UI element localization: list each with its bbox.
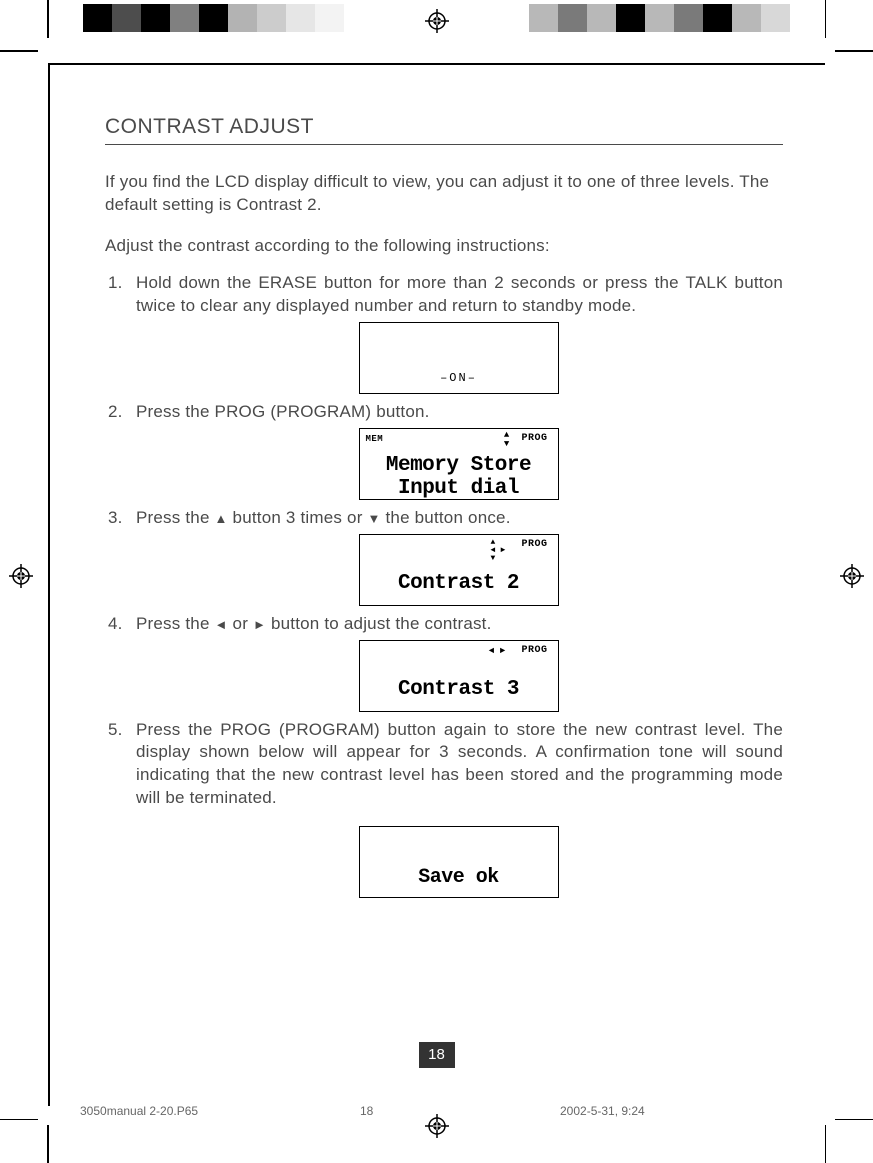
- lcd-on-label: –ON–: [360, 370, 558, 386]
- nav-diamond-icon: ▲◄ ►▼: [490, 539, 505, 563]
- page-content: CONTRAST ADJUST If you find the LCD disp…: [105, 115, 783, 905]
- down-arrow-icon: ▼: [368, 511, 381, 526]
- lcd-screen-save-ok: Save ok: [359, 826, 559, 898]
- footer-metadata: 3050manual 2-20.P65 18 2002-5-31, 9:24: [80, 1104, 793, 1118]
- lcd-line2: Input dial: [360, 475, 558, 503]
- step-number: 4.: [108, 613, 123, 636]
- lcd-contrast-text: Contrast 3: [360, 676, 558, 704]
- calibration-colorbar-right: [500, 4, 790, 32]
- step-text: Press the ▲ button 3 times or ▼ the butt…: [134, 507, 783, 530]
- nav-diamond-icon: ▲▼: [504, 431, 510, 449]
- lcd-mem-indicator: MEM: [366, 433, 384, 445]
- step-4: 4. Press the ◄ or ► button to adjust the…: [134, 613, 783, 712]
- step-text: Press the ◄ or ► button to adjust the co…: [134, 613, 783, 636]
- footer-page: 18: [360, 1104, 560, 1118]
- step-number: 1.: [108, 272, 123, 295]
- step-text: Press the PROG (PROGRAM) button again to…: [134, 719, 783, 811]
- footer-timestamp: 2002-5-31, 9:24: [560, 1104, 645, 1118]
- calibration-colorbar-left: [83, 4, 373, 32]
- sub-intro-paragraph: Adjust the contrast according to the fol…: [105, 235, 783, 258]
- lcd-prog-indicator: PROG: [521, 538, 547, 552]
- lcd-screen-contrast3: ◄ ► PROG Contrast 3: [359, 640, 559, 712]
- step-text: Press the PROG (PROGRAM) button.: [134, 401, 783, 424]
- page-number: 18: [419, 1042, 455, 1068]
- lcd-prog-indicator: PROG: [521, 432, 547, 446]
- registration-mark-icon: [840, 564, 864, 588]
- step-number: 2.: [108, 401, 123, 424]
- lcd-screen-contrast2: ▲◄ ►▼ PROG Contrast 2: [359, 534, 559, 606]
- step-1: 1. Hold down the ERASE button for more t…: [134, 272, 783, 394]
- registration-mark-icon: [9, 564, 33, 588]
- section-title: CONTRAST ADJUST: [105, 115, 783, 145]
- step-number: 3.: [108, 507, 123, 530]
- lcd-screen-memory-store: MEM ▲▼ PROG Memory Store Input dial: [359, 428, 559, 500]
- lcd-screen-standby: –ON–: [359, 322, 559, 394]
- step-text: Hold down the ERASE button for more than…: [134, 272, 783, 318]
- intro-paragraph: If you find the LCD display difficult to…: [105, 171, 783, 217]
- step-2: 2. Press the PROG (PROGRAM) button. MEM …: [134, 401, 783, 500]
- registration-mark-icon: [425, 9, 449, 33]
- footer-filename: 3050manual 2-20.P65: [80, 1104, 360, 1118]
- lcd-save-text: Save ok: [360, 864, 558, 891]
- right-arrow-icon: ►: [253, 617, 266, 632]
- up-arrow-icon: ▲: [215, 511, 228, 526]
- step-5: 5. Press the PROG (PROGRAM) button again…: [134, 719, 783, 899]
- step-3: 3. Press the ▲ button 3 times or ▼ the b…: [134, 507, 783, 606]
- lcd-contrast-text: Contrast 2: [360, 570, 558, 598]
- instruction-list: 1. Hold down the ERASE button for more t…: [105, 272, 783, 898]
- left-arrow-icon: ◄: [215, 617, 228, 632]
- lcd-prog-indicator: PROG: [521, 644, 547, 658]
- step-number: 5.: [108, 719, 123, 742]
- nav-arrows-icon: ◄ ►: [489, 647, 506, 656]
